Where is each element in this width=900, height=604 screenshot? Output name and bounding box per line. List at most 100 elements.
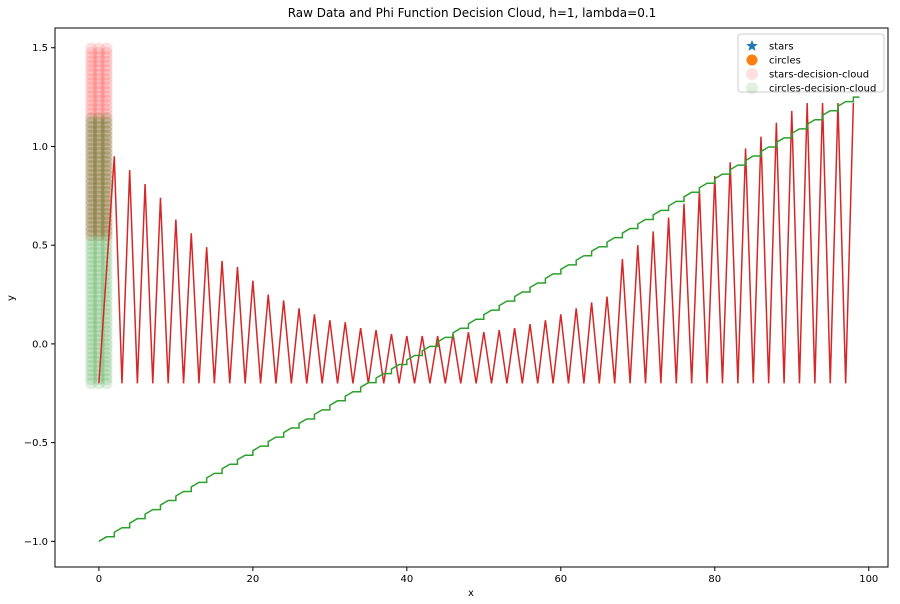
cloud-point: [85, 99, 98, 111]
cloud-point: [85, 277, 98, 290]
cloud-point: [85, 212, 98, 225]
cloud-point: [92, 260, 105, 273]
cloud-point: [92, 155, 105, 168]
cloud-point: [92, 72, 105, 85]
cloud-point: [85, 333, 98, 346]
cloud-point: [85, 268, 98, 281]
y-tick-label: 1.5: [32, 43, 48, 54]
plot-frame: [54, 27, 889, 568]
cloud-point: [100, 251, 113, 264]
cloud-point: [92, 229, 105, 242]
cloud-point: [85, 177, 98, 190]
cloud-point: [85, 316, 98, 329]
legend-star-marker: [746, 40, 758, 51]
cloud-point: [100, 346, 113, 359]
cloud-point: [85, 116, 98, 129]
cloud-point: [92, 181, 105, 194]
cloud-point: [92, 216, 105, 229]
cloud-point: [100, 51, 113, 64]
cloud-point: [100, 190, 113, 203]
cloud-point: [100, 377, 113, 390]
cloud-point: [85, 194, 98, 207]
cloud-point: [92, 121, 105, 134]
cloud-point: [100, 90, 113, 103]
cloud-point: [100, 181, 113, 194]
cloud-point: [85, 112, 98, 125]
cloud-point: [85, 203, 98, 216]
circles-decision-cloud: [85, 112, 113, 390]
y-tick-label: −1.0: [24, 537, 48, 548]
cloud-point: [92, 307, 105, 320]
cloud-point: [100, 351, 113, 364]
cloud-point: [85, 299, 98, 312]
cloud-point: [100, 199, 113, 212]
cloud-point: [100, 173, 113, 186]
cloud-point: [92, 242, 105, 255]
cloud-point: [100, 160, 113, 173]
cloud-point: [92, 64, 105, 77]
cloud-point: [85, 229, 98, 242]
cloud-point: [100, 94, 113, 107]
cloud-point: [92, 142, 105, 155]
cloud-point: [92, 55, 105, 68]
cloud-point: [100, 364, 113, 377]
cloud-point: [85, 168, 98, 181]
cloud-point: [100, 342, 113, 355]
cloud-point: [100, 116, 113, 129]
cloud-point: [92, 316, 105, 329]
cloud-point: [100, 129, 113, 142]
cloud-point: [92, 173, 105, 186]
cloud-point: [85, 129, 98, 142]
cloud-point: [92, 277, 105, 290]
cloud-point: [85, 303, 98, 316]
cloud-point: [92, 303, 105, 316]
cloud-point: [92, 146, 105, 159]
cloud-point: [92, 286, 105, 299]
cloud-point: [85, 229, 98, 242]
cloud-point: [92, 51, 105, 64]
cloud-point: [100, 129, 113, 142]
cloud-point: [92, 125, 105, 138]
cloud-point: [85, 181, 98, 194]
cloud-point: [85, 177, 98, 190]
cloud-point: [92, 251, 105, 264]
legend-label: circles: [769, 56, 801, 67]
cloud-point: [85, 377, 98, 390]
x-tick-label: 100: [859, 574, 878, 585]
cloud-point: [100, 290, 113, 303]
legend-cloud-marker: [746, 82, 758, 94]
cloud-point: [92, 364, 105, 377]
cloud-point: [85, 216, 98, 229]
cloud-point: [100, 151, 113, 164]
cloud-point: [92, 281, 105, 294]
cloud-point: [92, 225, 105, 238]
cloud-point: [100, 64, 113, 77]
cloud-point: [92, 190, 105, 203]
cloud-point: [85, 185, 98, 198]
cloud-point: [92, 234, 105, 247]
cloud-point: [92, 186, 105, 199]
cloud-point: [85, 121, 98, 134]
cloud-point: [92, 112, 105, 125]
cloud-point: [92, 290, 105, 303]
cloud-point: [85, 155, 98, 168]
legend-label: stars-decision-cloud: [769, 70, 869, 81]
legend-label: stars: [769, 42, 794, 53]
cloud-point: [100, 286, 113, 299]
stars-decision-cloud: [85, 42, 113, 242]
cloud-point: [85, 125, 98, 138]
cloud-point: [92, 142, 105, 155]
cloud-point: [100, 242, 113, 255]
cloud-point: [92, 133, 105, 146]
cloud-point: [100, 142, 113, 155]
cloud-point: [85, 173, 98, 186]
cloud-point: [92, 151, 105, 164]
cloud-point: [100, 277, 113, 290]
cloud-point: [85, 125, 98, 138]
cloud-point: [100, 134, 113, 147]
cloud-point: [92, 203, 105, 216]
cloud-point: [92, 212, 105, 225]
cloud-point: [85, 164, 98, 177]
cloud-point: [100, 151, 113, 164]
cloud-point: [85, 290, 98, 303]
